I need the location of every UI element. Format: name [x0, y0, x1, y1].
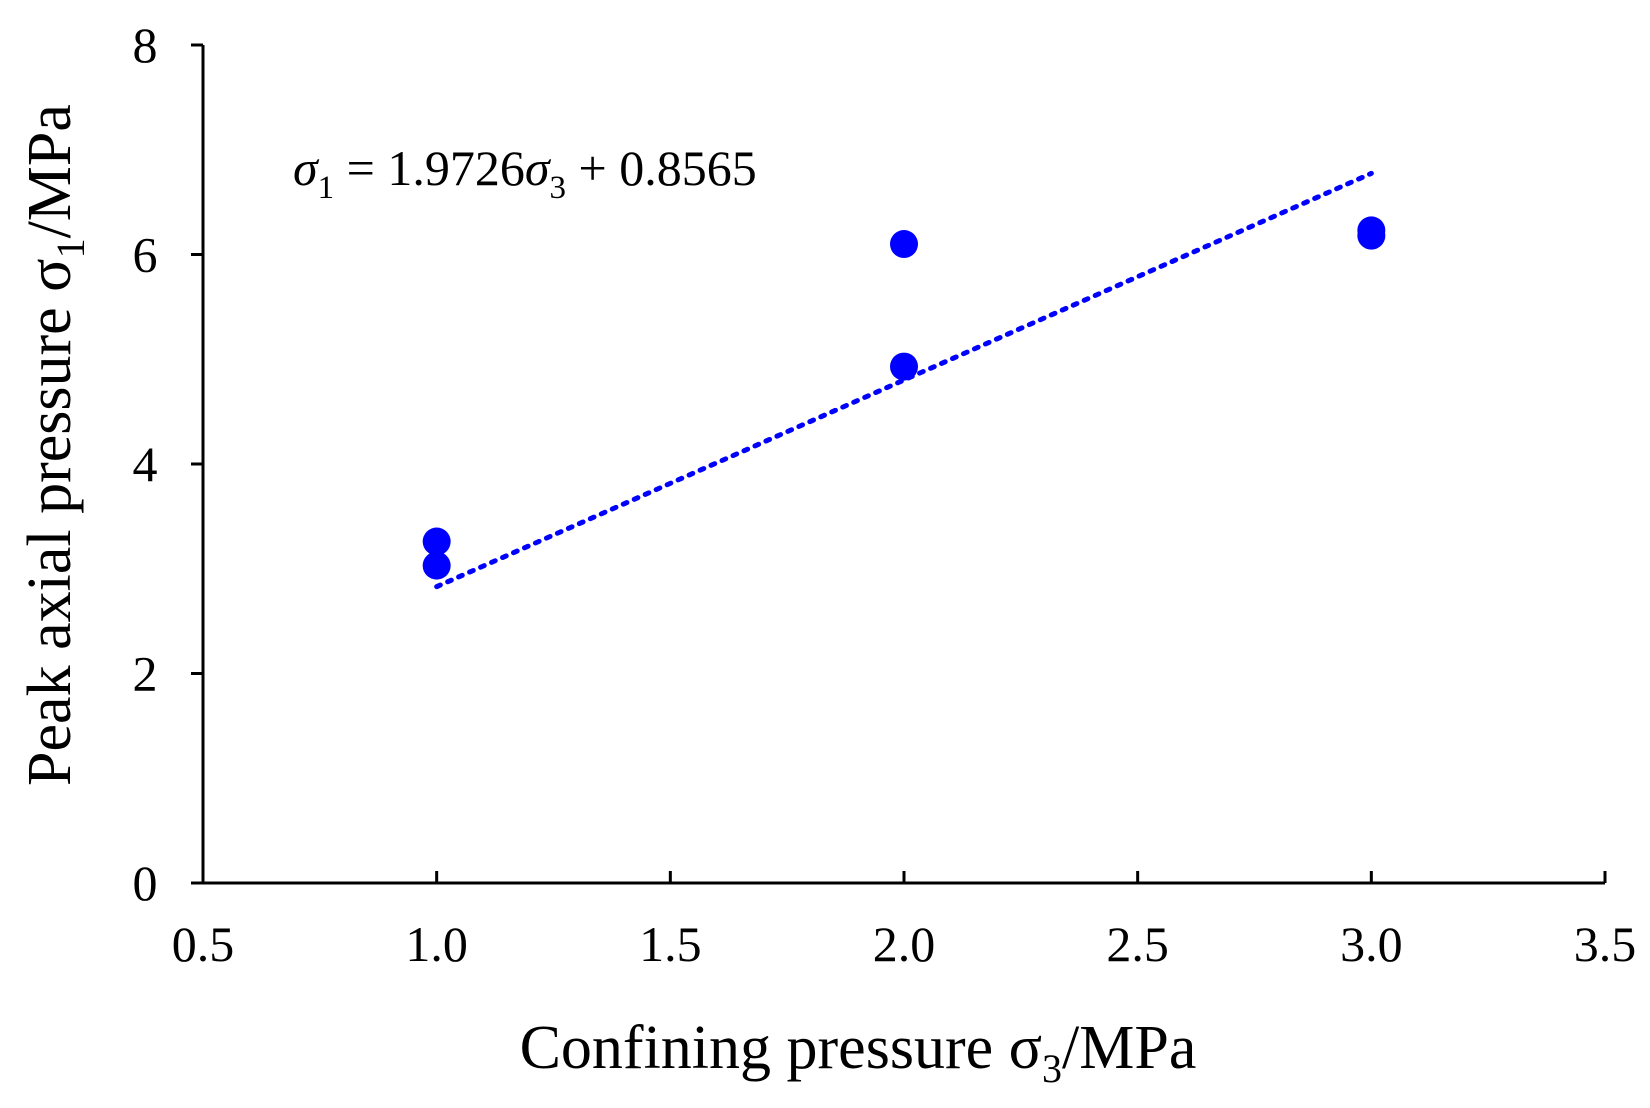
trendline — [434, 170, 1374, 590]
y-tick-label: 2 — [133, 646, 158, 702]
equation-sub-1: 1 — [318, 170, 335, 206]
y-axis-title-sub: 1 — [48, 238, 93, 258]
regression-equation: σ1 = 1.9726σ3 + 0.8565 — [293, 140, 757, 206]
x-axis-title-main: Confining pressure σ — [520, 1014, 1042, 1082]
x-tick-label: 3.5 — [1574, 916, 1637, 972]
x-tick-label: 1.5 — [639, 916, 702, 972]
data-point — [890, 230, 918, 259]
y-axis-title-main: Peak axial pressure σ — [16, 258, 84, 786]
y-tick-label: 8 — [133, 17, 158, 73]
equation-intercept: + 0.8565 — [566, 140, 757, 196]
y-tick-label: 0 — [133, 855, 158, 911]
y-tick-label: 4 — [133, 436, 158, 492]
x-tick-label: 0.5 — [172, 916, 235, 972]
data-point — [1357, 221, 1386, 250]
x-axis-title: Confining pressure σ3/MPa — [520, 1014, 1197, 1091]
x-tick-label: 2.0 — [873, 916, 936, 972]
x-tick-label: 1.0 — [405, 916, 468, 972]
equation-coefficient: = 1.9726 — [334, 140, 525, 196]
y-tick-label: 6 — [133, 227, 158, 283]
trendline-group — [434, 170, 1374, 590]
y-axis-title-tail: /MPa — [16, 104, 84, 238]
x-tick-label: 2.5 — [1106, 916, 1169, 972]
equation-sigma-3: σ — [525, 140, 552, 196]
data-point — [422, 551, 451, 580]
x-ticks: 0.5 1.0 1.5 2.0 2.5 3.0 3.5 — [172, 871, 1637, 972]
x-axis-title-sub: 3 — [1042, 1046, 1062, 1091]
equation-sub-3: 3 — [550, 170, 567, 206]
equation-sigma-1: σ — [293, 140, 320, 196]
x-tick-label: 3.0 — [1340, 916, 1403, 972]
y-axis-title: Peak axial pressure σ1/MPa — [16, 104, 93, 786]
data-points — [422, 216, 1386, 580]
x-axis-title-tail: /MPa — [1062, 1014, 1196, 1082]
y-ticks: 0 2 4 6 8 — [133, 17, 203, 911]
data-point — [890, 352, 918, 381]
data-point — [422, 527, 451, 556]
